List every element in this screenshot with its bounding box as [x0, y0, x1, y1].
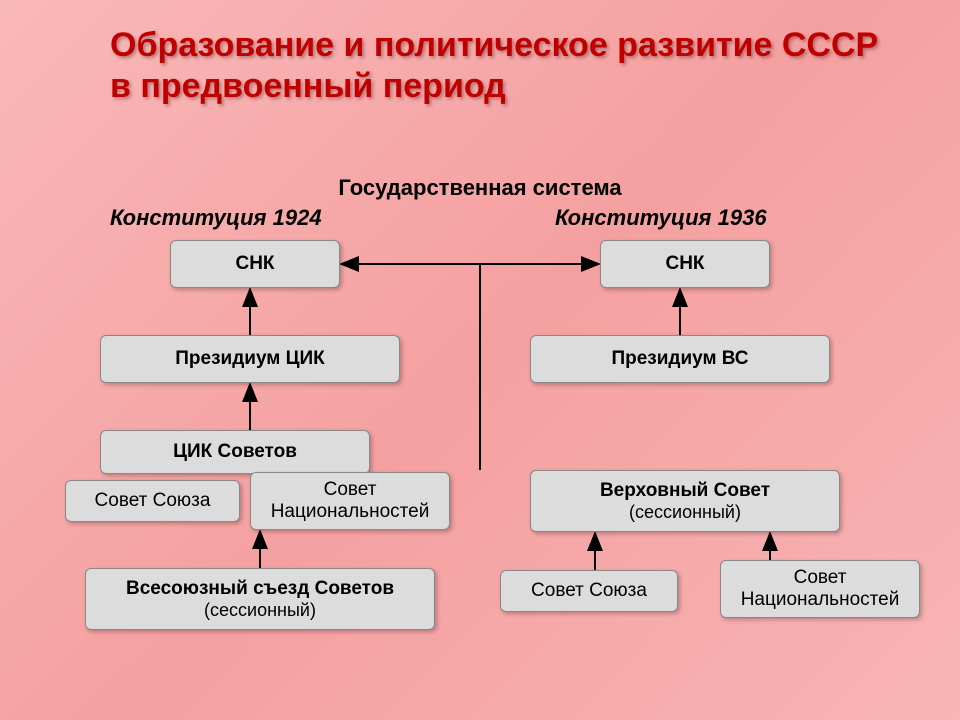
- left-presidium-box: Президиум ЦИК: [100, 335, 400, 383]
- slide-subtitle: Государственная система: [0, 175, 960, 201]
- left-snk-label: СНК: [235, 253, 274, 275]
- left-union-box: Совет Союза: [65, 480, 240, 522]
- right-snk-label: СНК: [665, 253, 704, 275]
- left-congress-box: Всесоюзный съезд Советов (сессионный): [85, 568, 435, 630]
- left-snk-box: СНК: [170, 240, 340, 288]
- right-supreme-sublabel: (сессионный): [629, 502, 741, 523]
- left-cik-box: ЦИК Советов: [100, 430, 370, 474]
- right-nationalities-box: Совет Национальностей: [720, 560, 920, 618]
- right-presidium-box: Президиум ВС: [530, 335, 830, 383]
- right-presidium-label: Президиум ВС: [611, 348, 748, 370]
- right-snk-box: СНК: [600, 240, 770, 288]
- left-nationalities-box: Совет Национальностей: [250, 472, 450, 530]
- left-nationalities-label: Совет Национальностей: [259, 479, 441, 523]
- left-union-label: Совет Союза: [95, 490, 211, 512]
- right-column-label: Конституция 1936: [555, 205, 767, 231]
- right-union-label: Совет Союза: [531, 580, 647, 602]
- right-union-box: Совет Союза: [500, 570, 678, 612]
- right-supreme-box: Верховный Совет (сессионный): [530, 470, 840, 532]
- left-presidium-label: Президиум ЦИК: [175, 348, 324, 370]
- left-congress-label: Всесоюзный съезд Советов: [126, 578, 394, 600]
- right-supreme-label: Верховный Совет: [600, 480, 770, 502]
- left-column-label: Конституция 1924: [110, 205, 322, 231]
- left-congress-sublabel: (сессионный): [204, 600, 316, 621]
- slide-title: Образование и политическое развитие СССР…: [110, 25, 890, 107]
- left-cik-label: ЦИК Советов: [173, 441, 297, 463]
- right-nationalities-label: Совет Национальностей: [729, 567, 911, 611]
